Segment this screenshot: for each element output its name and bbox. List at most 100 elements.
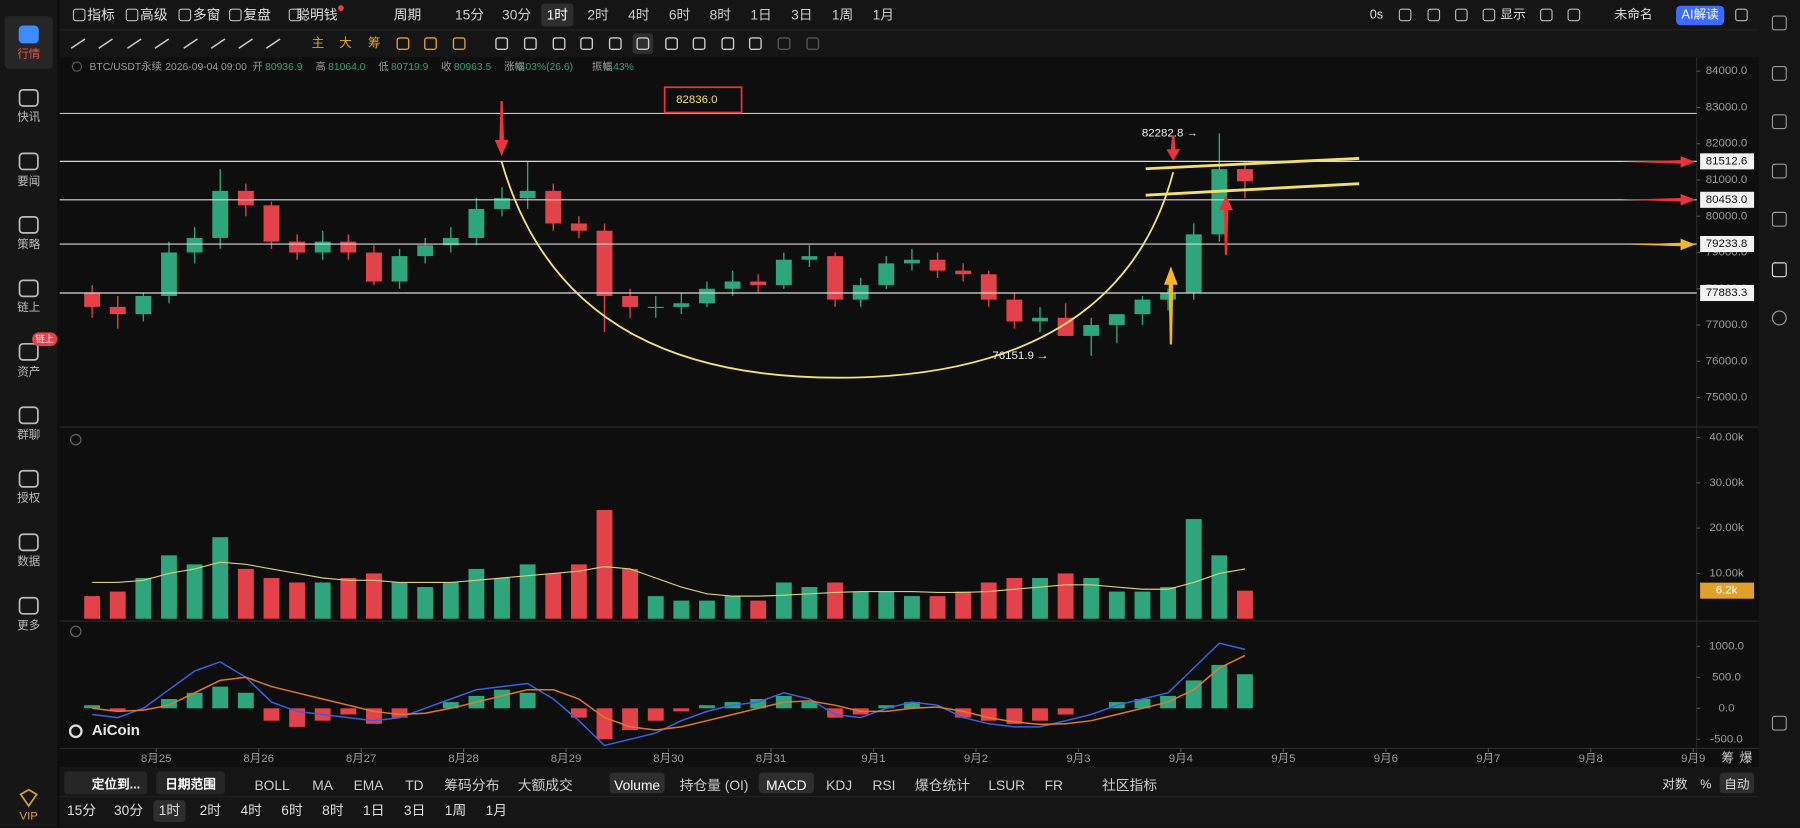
indicator-button[interactable]: 筹码分布: [444, 777, 500, 794]
period-button[interactable]: 1月: [872, 6, 895, 23]
icon[interactable]: [1771, 163, 1787, 179]
period-button[interactable]: 2时: [199, 802, 222, 819]
volume-bar: [494, 577, 510, 619]
volume-bar: [186, 564, 203, 619]
indicator-button[interactable]: 定位到...: [91, 778, 141, 793]
toolbar-right[interactable]: 未命名: [1614, 8, 1653, 22]
period-button[interactable]: 1时: [546, 6, 569, 23]
indicator-button[interactable]: BOLL: [254, 777, 290, 794]
period-button[interactable]: 15分: [454, 6, 485, 23]
macd-bar: [827, 708, 844, 718]
period-button[interactable]: 30分: [502, 6, 532, 23]
period-button[interactable]: 4时: [628, 6, 650, 23]
indicator-button[interactable]: TD: [405, 777, 424, 794]
indicator-button[interactable]: FR: [1044, 777, 1064, 794]
period-button[interactable]: 2时: [587, 6, 609, 23]
toolbar-button[interactable]: 指标: [87, 6, 115, 23]
panel-toggle[interactable]: [70, 433, 82, 446]
period-button[interactable]: 8时: [322, 802, 344, 819]
candle-body: [775, 259, 792, 286]
icon[interactable]: [1771, 211, 1787, 227]
toolbar-right[interactable]: 0s: [1369, 8, 1384, 22]
indicator-button[interactable]: RSI: [872, 777, 896, 794]
nav-icon: [18, 596, 39, 615]
period-button[interactable]: 6时: [281, 802, 303, 819]
period-button[interactable]: 3日: [403, 802, 426, 819]
nav-item[interactable]: 策略: [17, 238, 41, 252]
panel-toggle[interactable]: [70, 625, 82, 638]
macd-bar: [1185, 680, 1202, 709]
nav-item[interactable]: 群聊: [17, 429, 41, 442]
draw-tool[interactable]: 筹: [367, 36, 381, 51]
indicator-button[interactable]: LSUR: [988, 777, 1026, 794]
period-button[interactable]: 15分: [66, 802, 97, 819]
toolbar-button[interactable]: 多窗: [192, 6, 221, 23]
period-button[interactable]: 8时: [709, 6, 732, 23]
period-button[interactable]: 1月: [485, 802, 508, 819]
macd-bar: [109, 708, 126, 712]
macd-bar: [596, 708, 613, 740]
scale-button[interactable]: 自动: [1724, 778, 1750, 793]
indicator-button[interactable]: 社区指标: [1102, 777, 1158, 794]
macd-bar: [903, 702, 920, 709]
scale-button[interactable]: %: [1700, 778, 1712, 793]
nav-item[interactable]: 要闻: [17, 175, 41, 188]
period-button[interactable]: 1日: [363, 802, 385, 819]
period-button[interactable]: 1时: [158, 802, 181, 819]
indicator-button[interactable]: MA: [312, 777, 333, 794]
period-button[interactable]: 1周: [444, 802, 467, 819]
period-button[interactable]: 30分: [114, 802, 144, 819]
candle-body: [673, 303, 690, 307]
period-menu[interactable]: 周期: [393, 6, 422, 23]
indicator-button[interactable]: Volume: [614, 777, 661, 794]
icon[interactable]: [1771, 310, 1787, 326]
nav-item[interactable]: 授权: [17, 492, 41, 506]
indicator-button[interactable]: 日期范围: [165, 778, 216, 793]
draw-tool: [495, 37, 509, 51]
indicator-button[interactable]: EMA: [353, 777, 384, 794]
vip[interactable]: VIP: [19, 810, 38, 824]
volume-bar: [1237, 590, 1253, 619]
nav-item[interactable]: 链上: [17, 302, 41, 315]
volume-bar: [468, 568, 485, 619]
indicator-active: [609, 772, 665, 794]
volume-bar: [1211, 555, 1228, 619]
indicator-button[interactable]: 爆仓统计: [914, 777, 971, 794]
indicator-button[interactable]: 持仓量 (OI): [679, 777, 749, 794]
period-button[interactable]: 1日: [750, 6, 772, 23]
draw-tool[interactable]: 大: [339, 36, 352, 51]
icon[interactable]: [1771, 715, 1787, 731]
icon[interactable]: [1771, 66, 1787, 81]
icon[interactable]: [1771, 15, 1787, 31]
badge-bg: [32, 332, 58, 347]
nav-item[interactable]: 行情: [17, 48, 41, 61]
nav-item[interactable]: 更多: [17, 619, 41, 633]
toolbar-button[interactable]: 复盘: [243, 6, 271, 23]
period-button[interactable]: 4时: [240, 802, 262, 819]
toolbar-right[interactable]: AI解读: [1681, 8, 1719, 22]
period-button[interactable]: 6时: [668, 6, 691, 23]
y-tick-label: 0.0: [1719, 702, 1735, 714]
period-button[interactable]: 1周: [831, 6, 854, 23]
period-active: [541, 3, 574, 27]
notify-dot: [338, 5, 344, 11]
nav-item[interactable]: 资产: [17, 365, 41, 379]
scale-active: [1719, 772, 1755, 794]
draw-tool[interactable]: 主: [311, 36, 325, 51]
nav-item[interactable]: 数据: [17, 556, 41, 569]
candle-body: [417, 245, 434, 257]
icon[interactable]: [1771, 114, 1787, 130]
indicator-button[interactable]: MACD: [766, 777, 807, 794]
candle-body: [1108, 314, 1125, 326]
macd-bar: [340, 708, 357, 715]
period-button[interactable]: 3日: [791, 6, 813, 23]
toolbar-right[interactable]: 显示: [1500, 8, 1526, 22]
indicator-button[interactable]: 大额成交: [517, 777, 573, 794]
icon[interactable]: [1771, 262, 1787, 278]
toolbar-button[interactable]: 聪明钱: [296, 6, 338, 23]
toolbar-button[interactable]: 高级: [140, 6, 168, 23]
indicator-button[interactable]: KDJ: [826, 777, 853, 794]
tool-icon: [178, 8, 192, 22]
nav-item[interactable]: 快讯: [17, 111, 41, 125]
scale-button[interactable]: 对数: [1662, 778, 1688, 793]
